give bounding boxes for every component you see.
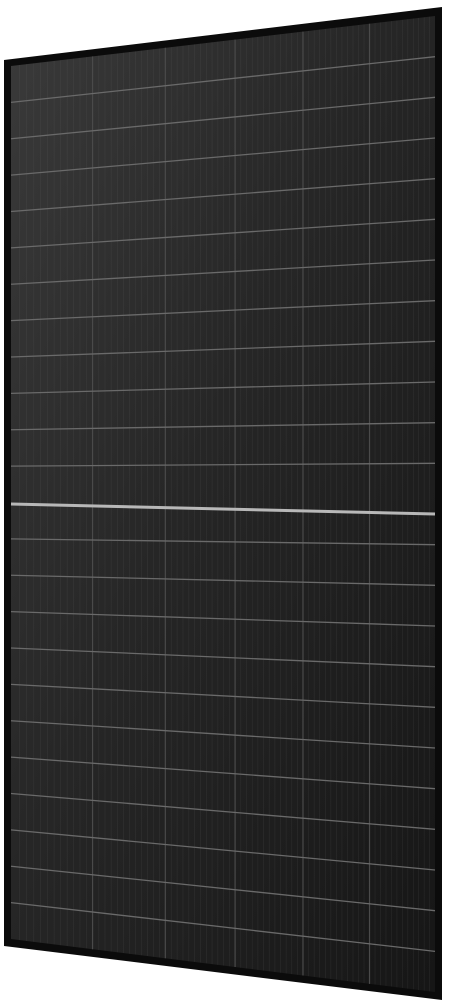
cell-row-gap [10,720,436,749]
cell-row-gap [10,340,436,358]
cell-row-gap [10,137,436,176]
cell-row-gap [10,56,436,104]
cell-grid [10,16,436,992]
cell-row-gap [10,792,436,830]
cell-row-gap [10,462,436,467]
cell-row-gap [10,829,436,871]
cell-row-gap [10,647,436,668]
cell-row-gap [10,538,436,546]
cell-row-gap [10,178,436,213]
cell-row-gap [10,683,436,708]
panel-glass [11,16,435,992]
cell-row-gap [10,574,436,586]
cell-row-gap [10,381,436,395]
cell-row-gap [10,610,436,627]
panel-split [10,502,436,516]
cell-row-gap [10,756,436,790]
cell-row-gap [10,218,436,249]
cell-row-gap [10,96,436,140]
cell-row-gap [10,901,436,952]
cell-row-gap [10,422,436,431]
cell-row-gap [10,300,436,322]
cell-row-gap [10,259,436,285]
cell-row-gap [10,865,436,912]
